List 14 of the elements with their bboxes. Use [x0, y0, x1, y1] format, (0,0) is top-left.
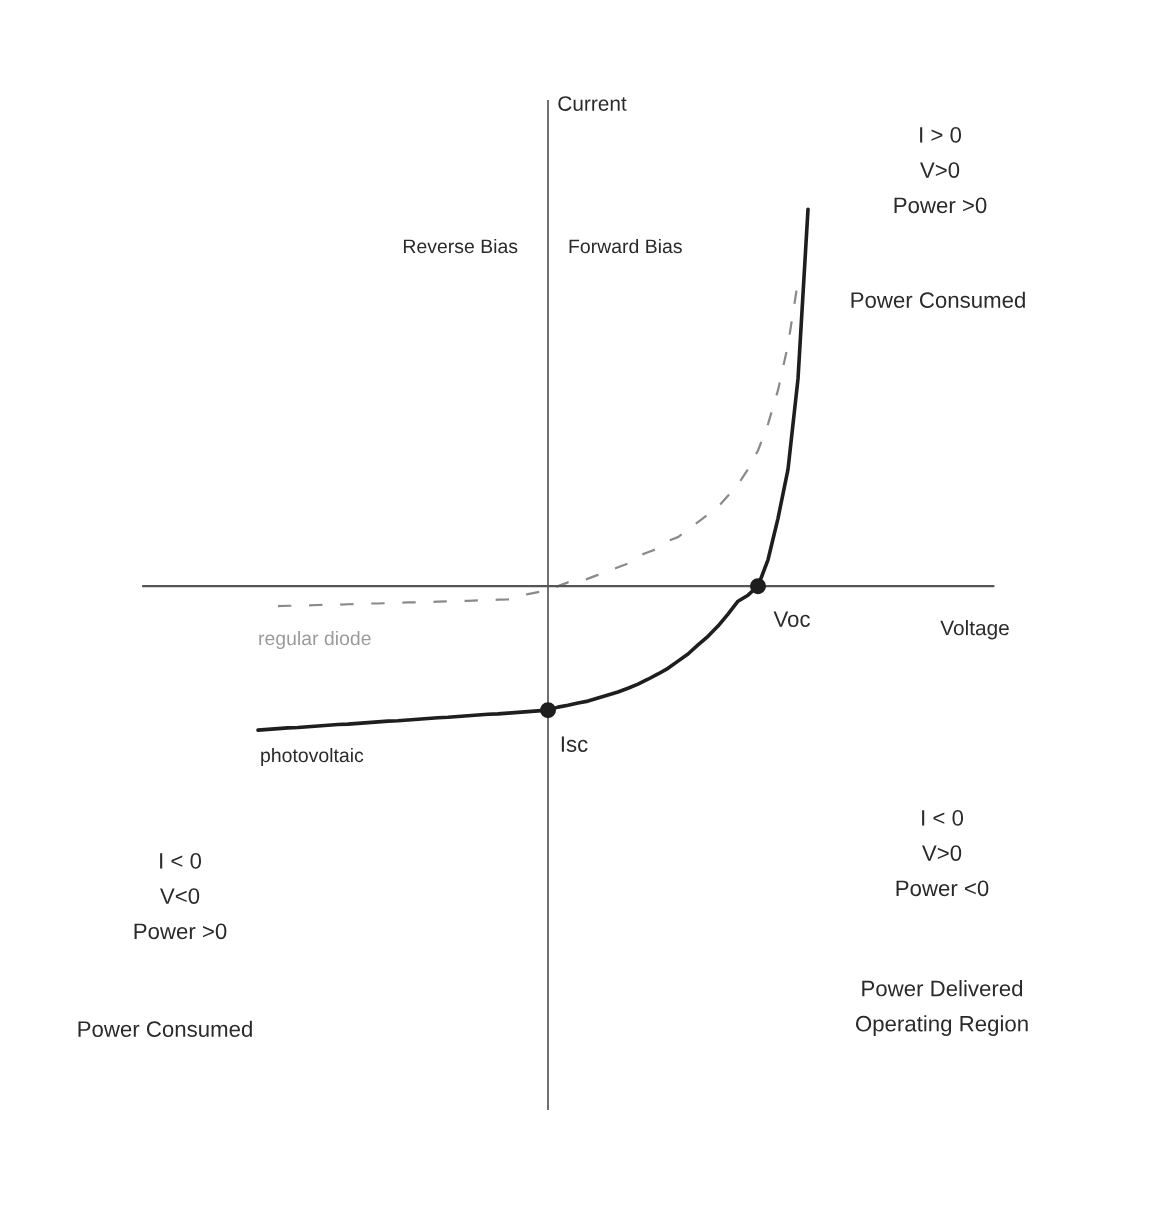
y-axis-title: Current: [558, 96, 627, 111]
x-axis-title: Voltage: [940, 620, 1009, 640]
annotation: I > 0 V>0 Power >0: [894, 127, 987, 214]
text: I < 0 V>0 Power <0: [896, 810, 989, 897]
series-label: photovoltaic: [261, 747, 364, 767]
annotation: Reverse Bias: [403, 238, 518, 254]
annotation: Forward Bias: [569, 238, 682, 254]
annotation: Power Consumed: [851, 291, 1025, 308]
text: Power Consumed: [78, 1020, 252, 1037]
text: Power Delivered Operating Region: [855, 980, 1028, 1036]
annotation: Voc: [773, 611, 810, 627]
series-label: regular diode: [259, 630, 371, 650]
text: Isc: [561, 736, 588, 752]
text: I < 0 V<0 Power >0: [134, 853, 227, 940]
